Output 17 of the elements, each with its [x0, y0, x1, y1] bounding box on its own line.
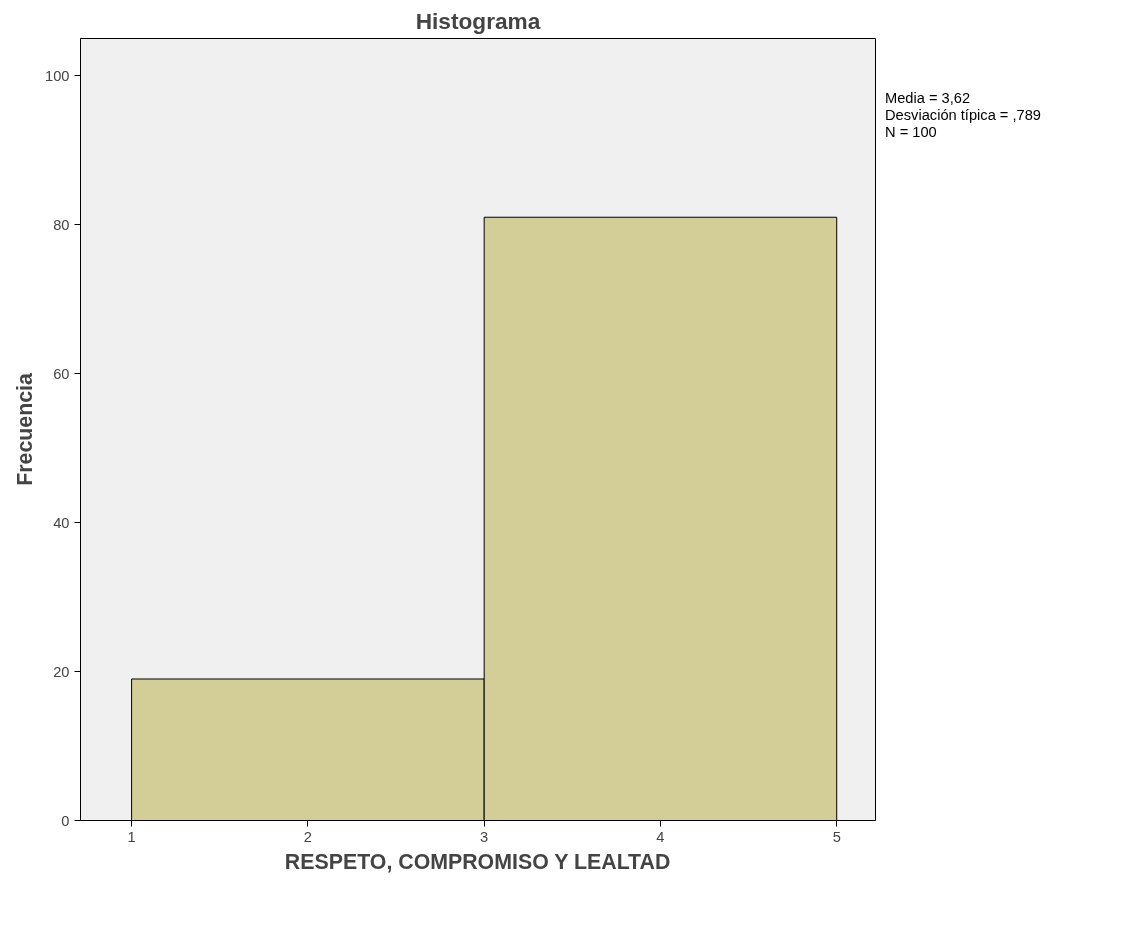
- y-tick-label: 40: [53, 514, 70, 531]
- x-tick-label: 5: [832, 828, 841, 845]
- y-tick-label: 80: [53, 216, 70, 233]
- y-axis-title: Frecuencia: [13, 373, 38, 486]
- x-tick-label: 3: [480, 828, 489, 845]
- x-tick-label: 1: [127, 828, 136, 845]
- y-tick-label: 100: [45, 67, 70, 84]
- x-tick-label: 2: [303, 828, 312, 845]
- chart-title: Histograma: [415, 7, 541, 34]
- y-tick-label: 20: [53, 663, 70, 680]
- text: N = 100: [885, 123, 937, 140]
- text: Media = 3,62: [885, 90, 971, 106]
- x-tick-label: 4: [656, 828, 665, 845]
- y-tick-label: 60: [53, 365, 70, 382]
- text: Desviación típica = ,789: [885, 106, 1042, 123]
- y-tick-label: 0: [61, 812, 70, 829]
- x-axis-title: RESPETO, COMPROMISO Y LEALTAD: [284, 849, 671, 874]
